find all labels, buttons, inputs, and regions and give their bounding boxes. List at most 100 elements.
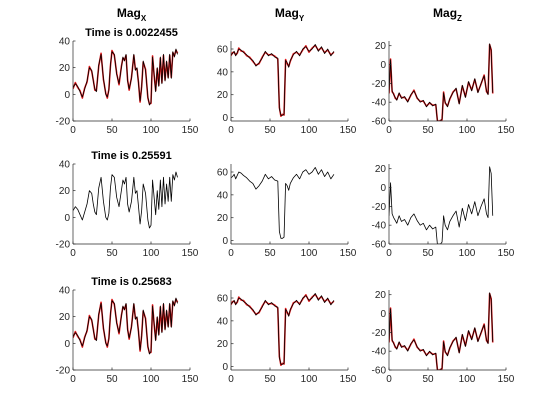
series-line-red (231, 293, 335, 366)
column-title-base: Mag (275, 6, 299, 20)
y-tick-label: -40 (372, 221, 387, 232)
series-line-black (231, 293, 335, 365)
series-line-black (73, 171, 178, 229)
y-tick-label: 0 (222, 236, 228, 247)
x-tick-label: 50 (106, 248, 118, 259)
series-line-black (231, 167, 335, 239)
y-tick-label: 20 (217, 213, 229, 224)
x-tick-label: 0 (228, 125, 234, 136)
series-line-black (73, 297, 178, 355)
series-group (73, 48, 179, 106)
x-tick-label: 50 (264, 248, 276, 259)
y-tick-label: 20 (375, 41, 387, 52)
y-tick-label: -20 (56, 366, 71, 377)
series-group (73, 297, 179, 355)
series-line-black (231, 44, 335, 116)
x-tick-label: 100 (301, 125, 318, 136)
series-line-black (389, 43, 494, 121)
column-title-base: Mag (117, 6, 141, 20)
series-group (73, 171, 178, 229)
y-tick-label: 60 (217, 45, 229, 56)
x-tick-label: 100 (143, 125, 160, 136)
x-tick-label: 150 (182, 125, 199, 136)
x-tick-label: 50 (106, 374, 118, 385)
x-tick-label: 150 (182, 374, 199, 385)
column-title-x: MagX (117, 6, 147, 23)
subplot-r0c1: 0 50 100 150 0 20 40 60 (217, 41, 357, 136)
series-group (389, 43, 494, 121)
y-tick-label: 40 (217, 190, 229, 201)
column-title-y: MagY (275, 6, 305, 23)
column-title-z: MagZ (433, 6, 462, 23)
y-tick-label: 0 (380, 60, 386, 71)
x-tick-label: 0 (386, 248, 392, 259)
y-tick-label: 0 (64, 90, 70, 101)
y-tick-label: 60 (217, 294, 229, 305)
y-tick-label: -20 (372, 202, 387, 213)
y-tick-label: 20 (59, 186, 71, 197)
x-tick-label: 0 (70, 248, 76, 259)
x-tick-label: 50 (106, 125, 118, 136)
x-tick-label: 100 (143, 248, 160, 259)
x-tick-label: 0 (228, 248, 234, 259)
y-tick-label: 0 (222, 113, 228, 124)
y-tick-label: 40 (59, 286, 71, 297)
y-tick-label: 20 (375, 290, 387, 301)
x-tick-label: 150 (340, 125, 357, 136)
y-tick-label: 40 (217, 67, 229, 78)
y-tick-label: 20 (59, 312, 71, 323)
column-titles: MagX MagY MagZ (117, 6, 462, 23)
y-tick-label: -40 (372, 347, 387, 358)
y-tick-label: -60 (372, 117, 387, 128)
subplot-r0c2: 0 50 100 150 -60 -40 -20 0 20 (372, 41, 515, 136)
series-group (389, 166, 494, 244)
x-tick-label: 150 (498, 125, 515, 136)
subplot-r2c2: 0 50 100 150 -60 -40 -20 0 20 (372, 290, 515, 385)
y-tick-label: -60 (372, 366, 387, 377)
x-tick-label: 50 (264, 125, 276, 136)
subplot-r1c1: 0 50 100 150 0 20 40 60 (217, 164, 357, 259)
x-tick-label: 50 (422, 248, 434, 259)
y-tick-label: 0 (222, 362, 228, 373)
series-group (389, 292, 494, 370)
subplot-title: Time is 0.25683 (91, 276, 172, 288)
y-tick-label: 20 (217, 90, 229, 101)
x-tick-label: 100 (301, 374, 318, 385)
y-tick-label: 40 (59, 37, 71, 48)
x-tick-label: 150 (498, 248, 515, 259)
series-group (231, 293, 335, 366)
series-line-red (389, 43, 494, 121)
y-tick-label: -20 (56, 240, 71, 251)
x-tick-label: 0 (386, 125, 392, 136)
column-title-subscript: Z (457, 14, 462, 23)
subplot-r1c2: 0 50 100 150 -60 -40 -20 0 20 (372, 164, 515, 259)
x-tick-label: 150 (340, 248, 357, 259)
x-tick-label: 100 (459, 248, 476, 259)
column-title-subscript: X (141, 14, 147, 23)
column-title-subscript: Y (299, 14, 305, 23)
x-tick-label: 0 (386, 374, 392, 385)
series-group (231, 44, 335, 117)
y-tick-label: -40 (372, 98, 387, 109)
y-tick-label: 0 (64, 213, 70, 224)
y-tick-label: 0 (380, 309, 386, 320)
x-tick-label: 150 (340, 374, 357, 385)
x-tick-label: 0 (228, 374, 234, 385)
series-line-black (389, 166, 494, 244)
x-tick-label: 0 (70, 125, 76, 136)
y-tick-label: 20 (59, 63, 71, 74)
x-tick-label: 50 (264, 374, 276, 385)
x-tick-label: 50 (422, 374, 434, 385)
x-tick-label: 100 (143, 374, 160, 385)
series-line-black (73, 48, 178, 106)
subplot-r2c1: 0 50 100 150 0 20 40 60 (217, 290, 357, 385)
y-tick-label: -20 (372, 79, 387, 90)
series-group (231, 167, 335, 239)
y-tick-label: -60 (372, 240, 387, 251)
x-tick-label: 100 (459, 125, 476, 136)
y-tick-label: 20 (217, 339, 229, 350)
y-tick-label: 40 (59, 160, 71, 171)
